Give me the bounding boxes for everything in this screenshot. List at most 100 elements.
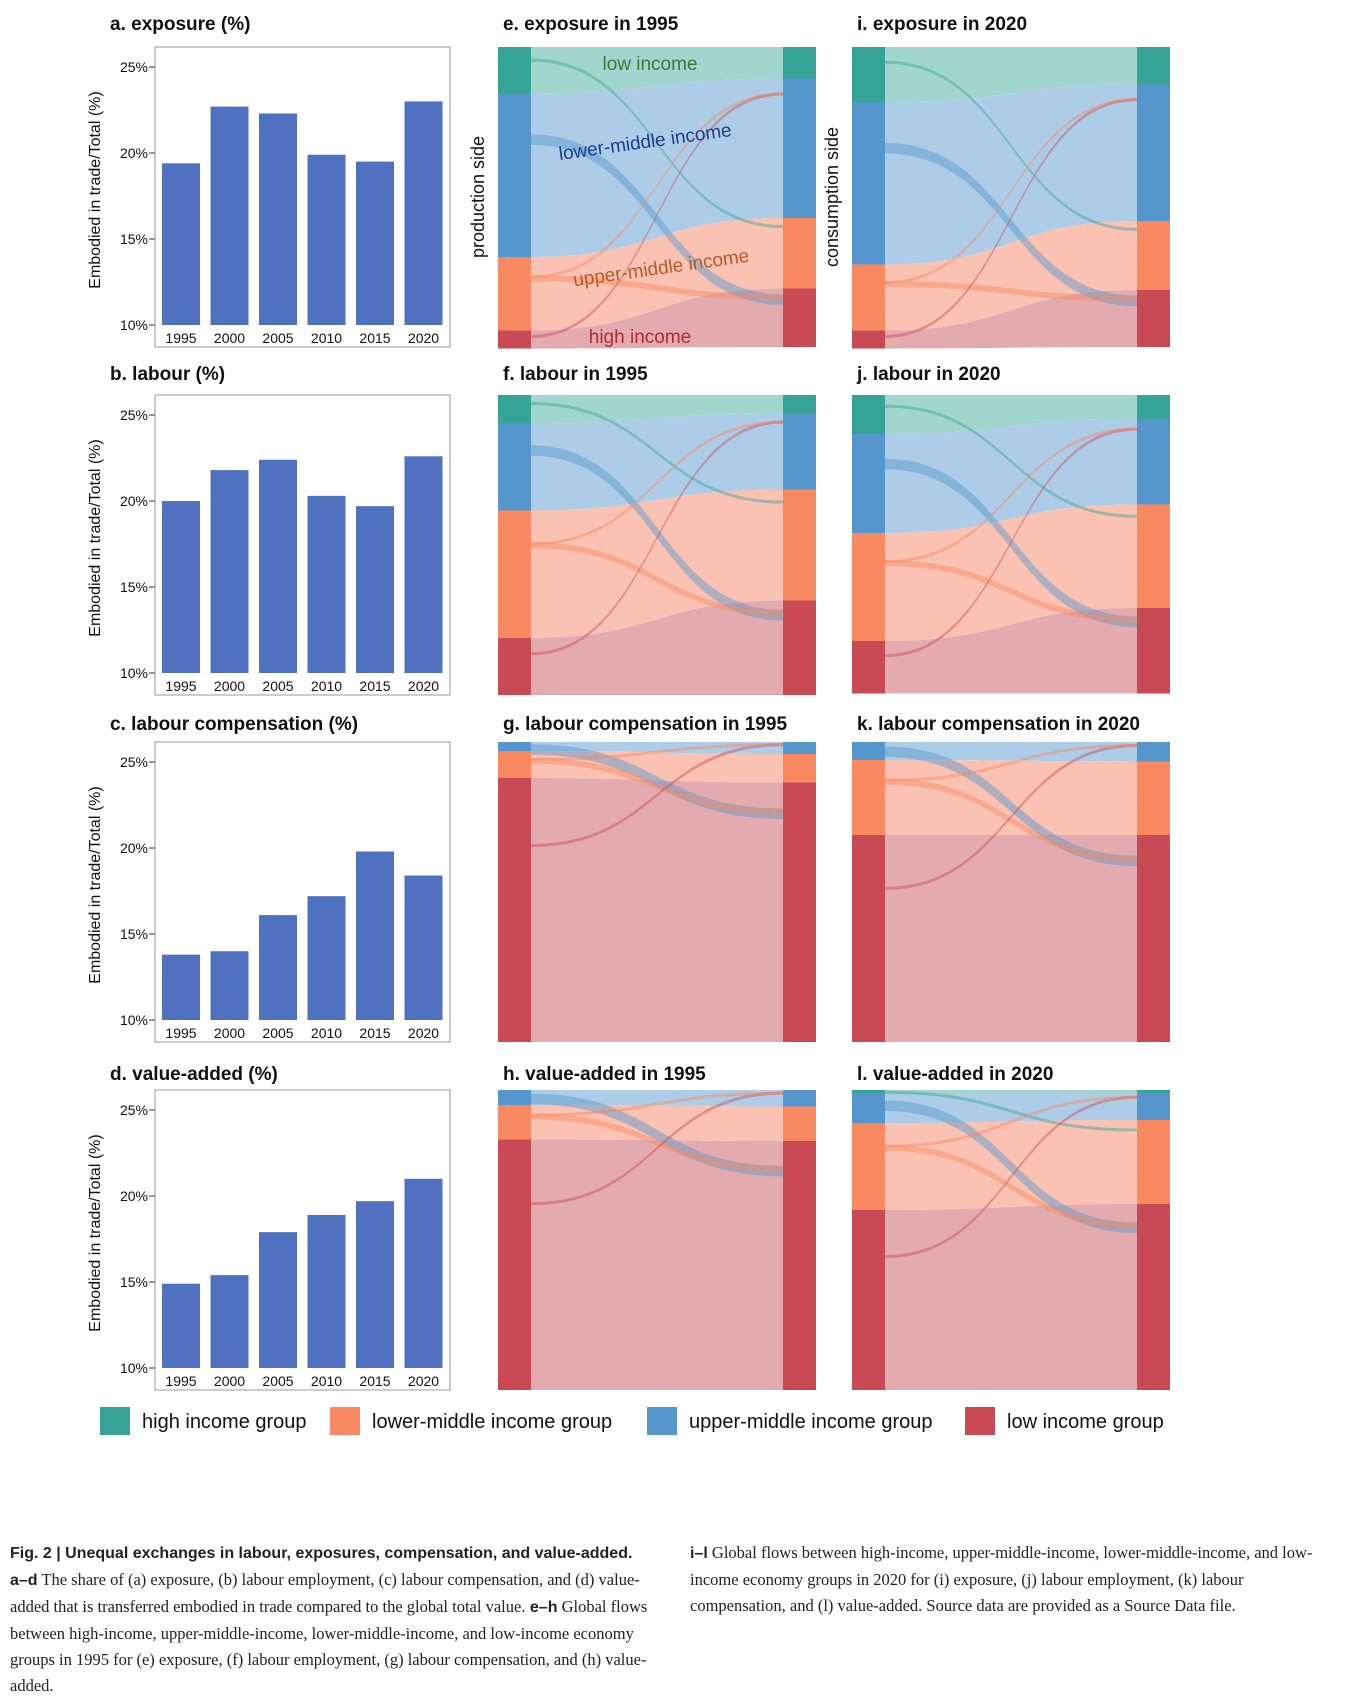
legend-label: low income group bbox=[1007, 1411, 1164, 1433]
target-node-lower_middle bbox=[783, 1106, 816, 1141]
x-tick-label: 2005 bbox=[262, 678, 293, 694]
y-tick-label: 20% bbox=[120, 145, 148, 161]
x-tick-label: 1995 bbox=[165, 330, 196, 346]
bar bbox=[307, 1214, 346, 1368]
source-node-lower_middle bbox=[852, 533, 885, 641]
x-tick-label: 2000 bbox=[214, 1025, 245, 1041]
bar bbox=[162, 1283, 200, 1368]
side-label: consumption side bbox=[822, 127, 842, 267]
flow-band-lower_middle bbox=[885, 1120, 1137, 1210]
flow-cross-low bbox=[531, 92, 783, 338]
legend-label: upper-middle income group bbox=[689, 1411, 932, 1433]
plot-frame bbox=[154, 46, 451, 348]
flow-band-high bbox=[885, 47, 1137, 103]
y-tick-label: 20% bbox=[120, 493, 148, 509]
flow-cross-high bbox=[531, 402, 783, 504]
bar bbox=[307, 154, 346, 325]
sankey-3: j. labour in 2020 bbox=[852, 364, 1170, 694]
caption-ad-ref: a–d bbox=[10, 1572, 38, 1589]
flow-cross-upper_middle bbox=[531, 134, 783, 305]
x-tick-label: 2015 bbox=[359, 678, 390, 694]
caption-title: Unequal exchanges in labour, exposures, … bbox=[65, 1545, 633, 1562]
bar bbox=[307, 495, 346, 673]
flow-cross-lower_middle bbox=[885, 1095, 1137, 1148]
flow-cross-high bbox=[885, 60, 1137, 231]
flow-band-low bbox=[885, 835, 1137, 1042]
source-node-upper_middle bbox=[852, 434, 885, 533]
y-axis-label: Embodied in trade/Total (%) bbox=[87, 786, 104, 983]
sankey-flows bbox=[885, 742, 1137, 1042]
bar bbox=[162, 163, 200, 325]
flow-cross-upper_middle bbox=[885, 1100, 1137, 1234]
legend-label: high income group bbox=[142, 1411, 307, 1433]
bar bbox=[404, 456, 443, 673]
flow-band-upper_middle bbox=[531, 78, 783, 257]
source-node-upper_middle bbox=[852, 1093, 885, 1123]
source-node-upper_middle bbox=[498, 1090, 531, 1105]
source-node-lower_middle bbox=[852, 760, 885, 835]
target-node-high bbox=[1137, 1090, 1170, 1093]
flow-cross-lower_middle bbox=[531, 757, 783, 815]
flow-band-low bbox=[885, 290, 1137, 349]
flow-cross-low bbox=[531, 743, 783, 847]
source-node-low bbox=[852, 1210, 885, 1390]
bar bbox=[210, 470, 249, 673]
flow-cross-upper_middle bbox=[885, 746, 1137, 867]
bar-chart-title: c. labour compensation (%) bbox=[110, 714, 358, 735]
flow-cross-lower_middle bbox=[531, 275, 783, 301]
flow-band-lower_middle bbox=[531, 751, 783, 783]
flow-band-lower_middle bbox=[531, 1105, 783, 1141]
target-node-upper_middle bbox=[1137, 742, 1170, 762]
bar bbox=[356, 161, 394, 325]
x-tick-label: 2020 bbox=[408, 678, 439, 694]
caption-column-left: Fig. 2 | Unequal exchanges in labour, ex… bbox=[10, 1540, 650, 1699]
target-node-lower_middle bbox=[1137, 761, 1170, 835]
flow-cross-low bbox=[531, 1091, 783, 1206]
flow-band-low bbox=[885, 1204, 1137, 1390]
source-node-high bbox=[498, 395, 531, 424]
flow-cross-lower_middle bbox=[885, 1144, 1137, 1229]
flow-band-upper_middle bbox=[531, 413, 783, 511]
target-node-low bbox=[783, 1141, 816, 1390]
flow-cross-high bbox=[885, 404, 1137, 518]
flow-cross-lower_middle bbox=[531, 420, 783, 546]
sankey-diagrams: e. exposure in 1995 production side low in… bbox=[468, 14, 1170, 1390]
figure-caption: Fig. 2 | Unequal exchanges in labour, ex… bbox=[10, 1540, 1330, 1699]
y-axis-label: Embodied in trade/Total (%) bbox=[87, 91, 104, 288]
sankey-flows bbox=[885, 395, 1137, 694]
plot-frame bbox=[154, 741, 451, 1043]
x-tick-label: 2010 bbox=[311, 330, 342, 346]
sankey-6: h. value-added in 1995 bbox=[498, 1064, 816, 1390]
source-node-high bbox=[852, 1090, 885, 1093]
flow-cross-lower_middle bbox=[885, 427, 1137, 563]
legend-item: upper-middle income group bbox=[647, 1407, 932, 1435]
target-node-low bbox=[1137, 290, 1170, 347]
legend-item: low income group bbox=[965, 1407, 1164, 1435]
flow-cross-lower_middle bbox=[531, 542, 783, 616]
legend-swatch bbox=[647, 1407, 677, 1435]
source-node-lower_middle bbox=[498, 1105, 531, 1140]
target-node-lower_middle bbox=[1137, 1120, 1170, 1204]
target-node-high bbox=[1137, 47, 1170, 85]
caption-il-text: Global flows between high-income, upper-… bbox=[690, 1543, 1313, 1615]
flow-cross-low bbox=[531, 420, 783, 656]
bar bbox=[356, 506, 394, 673]
x-tick-label: 2020 bbox=[408, 1373, 439, 1389]
flow-cross-upper_middle bbox=[885, 143, 1137, 307]
flow-band-upper_middle bbox=[531, 1090, 783, 1107]
flow-band-high bbox=[885, 1090, 1137, 1093]
flow-cross-lower_middle bbox=[885, 98, 1137, 285]
y-tick-label: 25% bbox=[120, 1102, 148, 1118]
target-node-lower_middle bbox=[1137, 504, 1170, 608]
flow-cross-lower_middle bbox=[885, 281, 1137, 302]
target-node-low bbox=[783, 782, 816, 1042]
bar bbox=[162, 501, 200, 673]
x-tick-label: 2010 bbox=[311, 678, 342, 694]
x-tick-label: 2010 bbox=[311, 1025, 342, 1041]
flow-cross-upper_middle bbox=[885, 458, 1137, 628]
target-node-low bbox=[783, 600, 816, 695]
source-node-upper_middle bbox=[498, 742, 531, 751]
sankey-2: f. labour in 1995 bbox=[498, 364, 816, 695]
bar bbox=[210, 1275, 249, 1368]
flow-band-high bbox=[531, 47, 783, 94]
